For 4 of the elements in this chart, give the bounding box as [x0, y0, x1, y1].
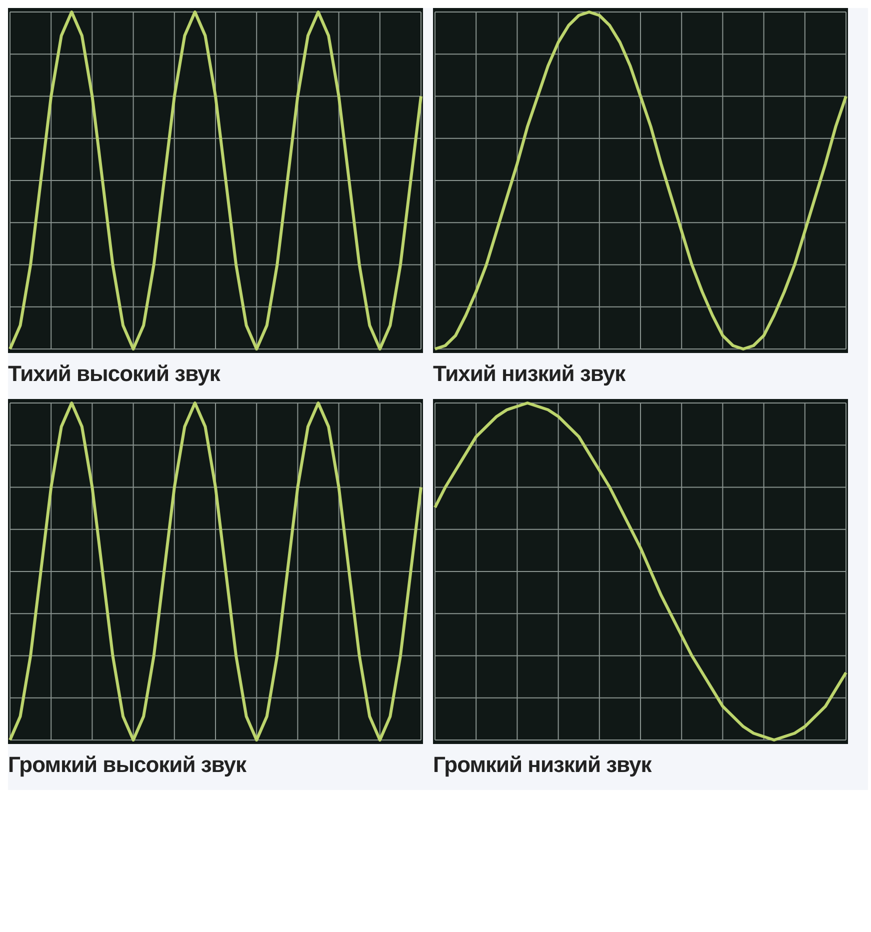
text: Тихий высокий звук	[8, 361, 222, 387]
text: Громкий высокий звук	[8, 752, 248, 778]
text: Тихий низкий звук	[433, 361, 626, 387]
text: Громкий низкий звук	[433, 752, 653, 778]
